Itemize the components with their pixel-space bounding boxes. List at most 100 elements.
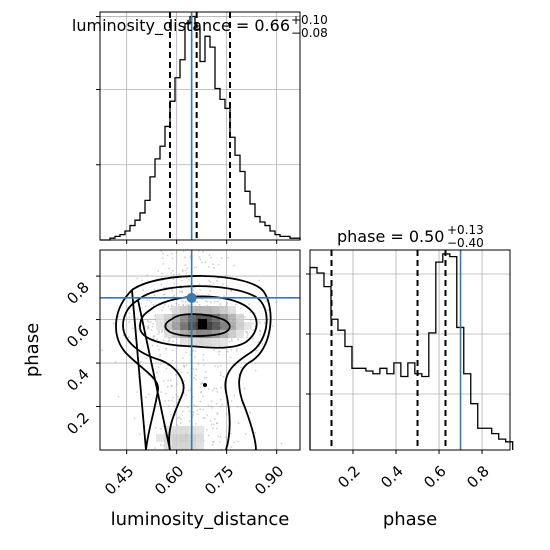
sample-point [165,347,168,350]
sample-point [136,391,139,393]
sample-point [192,413,195,416]
sample-point [226,302,229,304]
sample-point [152,335,155,338]
sample-point [157,366,160,368]
x-axis-label-distance: luminosity_distance [111,509,290,530]
sample-point [209,280,212,283]
sample-point [202,354,205,356]
sample-point [216,300,219,303]
sample-point [249,319,252,321]
sample-point [231,340,233,343]
sample-point [217,365,219,368]
sample-point [171,257,174,260]
sample-point [178,303,180,306]
sample-point [146,319,149,322]
sample-point [172,269,174,272]
sample-point [184,264,187,266]
sample-point [133,417,136,420]
sample-point [218,441,221,444]
sample-point [202,364,205,366]
sample-point [213,440,215,443]
sample-point [220,364,223,367]
sample-point [179,290,181,293]
sample-point [208,254,211,256]
sample-point [205,428,208,431]
density-cell [196,306,204,314]
sample-point [172,340,174,343]
panel-frame [309,249,511,451]
sample-point [225,304,228,307]
sample-point [147,321,150,323]
sample-point [153,335,156,338]
sample-point [227,350,229,353]
density-cell [204,322,212,330]
sample-point [147,327,150,330]
sample-point [160,391,163,393]
sample-point [147,324,150,327]
sample-point [210,256,212,259]
sample-point [157,270,160,273]
sample-point [229,356,232,359]
sample-point [258,329,261,332]
sample-point [216,390,219,393]
sample-point [139,433,141,436]
sample-point [184,300,187,303]
phase-histogram [309,253,514,450]
sample-point [193,266,196,269]
sample-point [176,424,178,427]
sample-point [244,330,247,333]
sample-point [173,294,176,297]
sample-point [246,336,248,339]
sample-point [183,380,186,382]
sample-point [207,434,210,437]
sample-point [195,266,198,268]
sample-point [259,333,262,336]
sample-point [213,300,216,303]
sample-point [146,325,149,328]
sample-point [159,444,162,446]
sample-point [144,305,147,308]
sample-point [227,256,229,259]
density-cell [236,314,244,322]
sample-point [212,282,215,285]
sample-point [225,284,228,287]
sample-point [160,250,163,253]
sample-point [219,405,222,408]
sample-point [185,364,188,367]
sample-point [171,384,173,387]
sample-point [161,330,163,333]
sample-point [136,317,139,320]
sample-point [252,329,255,331]
density-cell [220,314,228,322]
sample-point [128,321,131,323]
sample-point [175,302,178,305]
sample-point [181,270,184,273]
sample-point [248,303,251,306]
sample-point [207,404,210,407]
sample-point [117,315,120,318]
sample-point [185,351,188,354]
sample-point [206,304,209,307]
sample-point [171,252,173,255]
density-cell [220,306,228,314]
density-cell [228,314,236,322]
panel-distance-marginal: luminosity_distance = 0.66 +0.10 −0.08 [72,11,328,244]
sample-point [160,275,163,278]
sample-point [200,391,203,393]
sample-point [178,416,181,418]
density-cell [172,322,180,330]
sample-point [243,387,246,390]
density-cell [244,322,252,330]
sample-point [169,379,172,382]
density-cell [180,306,188,314]
sample-point [233,394,236,397]
sample-point [217,413,219,415]
sample-point [122,334,125,337]
density-cell [156,314,164,322]
sample-point [153,288,156,291]
sample-point [235,303,237,306]
sample-point [202,250,205,253]
density-cell [204,314,212,322]
density-cell [204,338,212,346]
